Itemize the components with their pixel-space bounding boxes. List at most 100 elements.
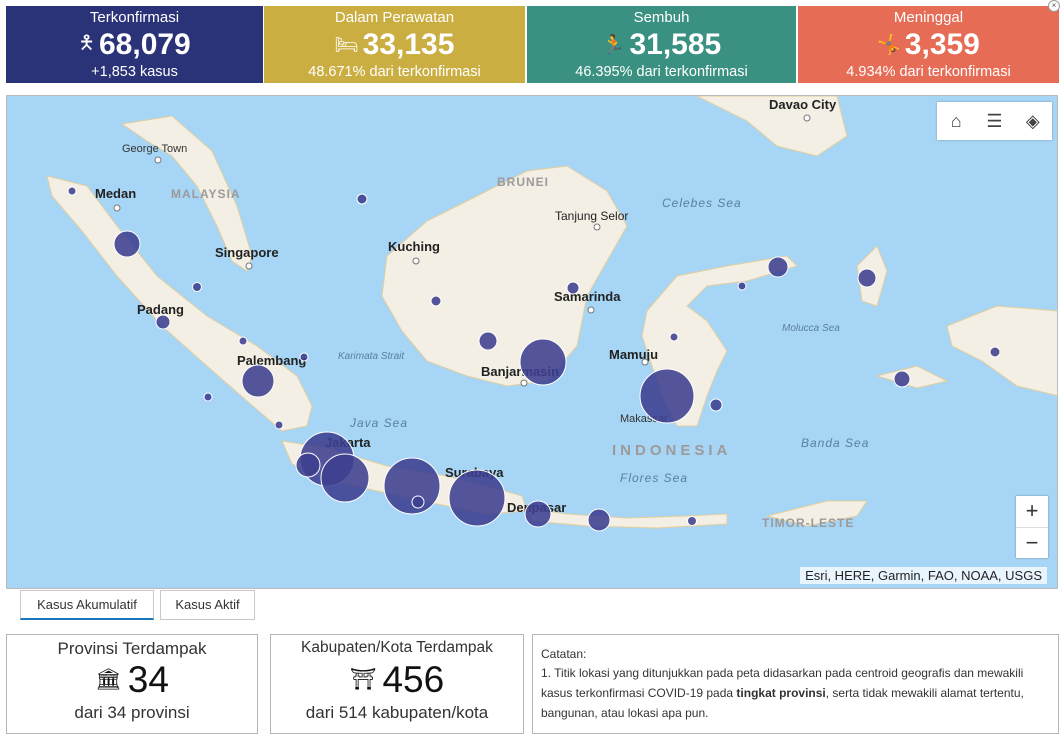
death-sub: 4.934% dari terkonfirmasi (846, 64, 1011, 80)
case-marker[interactable] (737, 281, 747, 291)
map-label-medan: Medan (95, 186, 136, 201)
map-label-celebes: Celebes Sea (662, 196, 742, 210)
case-marker[interactable] (155, 314, 171, 330)
recovered-label: Sembuh (633, 9, 690, 26)
case-marker[interactable] (767, 256, 789, 278)
map-label-padang: Padang (137, 302, 184, 317)
map-label-samarinda: Samarinda (554, 289, 621, 304)
land-seram (875, 365, 949, 389)
case-marker[interactable] (320, 453, 370, 503)
case-marker[interactable] (203, 392, 213, 402)
regencies-value: 456 (382, 659, 445, 700)
case-marker[interactable] (989, 346, 1001, 358)
land-borneo (381, 165, 628, 387)
case-marker[interactable] (192, 282, 202, 292)
map-label-molucca: Molucca Sea (782, 323, 840, 334)
case-marker[interactable] (709, 398, 723, 412)
city-dot (641, 358, 649, 366)
case-marker[interactable] (478, 331, 498, 351)
recovered-value: 31,585 (629, 28, 722, 61)
map-label-georgetown: George Town (122, 143, 187, 155)
land-timor (766, 500, 868, 527)
land-malaysia (120, 115, 253, 272)
provinces-sub: dari 34 provinsi (74, 703, 190, 722)
provinces-value: 34 (127, 659, 169, 700)
case-marker[interactable] (238, 336, 248, 346)
city-dot (245, 262, 253, 270)
covid-map[interactable]: Davao City George Town Medan MALAYSIA BR… (6, 95, 1058, 589)
city-dot (593, 223, 601, 231)
regencies-sub: dari 514 kabupaten/kota (305, 703, 489, 722)
land-papua (946, 305, 1057, 397)
map-label-tanjung: Tanjung Selor (555, 209, 628, 223)
land-sumatra (46, 175, 313, 432)
city-dot (154, 156, 162, 164)
case-marker[interactable] (566, 281, 580, 295)
tab-cumulative-cases[interactable]: Kasus Akumulatif (20, 590, 154, 620)
case-marker[interactable] (524, 500, 552, 528)
recovered-value-row: 🏃 31,585 (527, 28, 796, 62)
city-dot (113, 204, 121, 212)
case-marker[interactable] (519, 338, 567, 386)
map-label-timor: TIMOR-LESTE (762, 516, 854, 530)
map-label-singapore: Singapore (215, 245, 279, 260)
confirmed-value: 68,079 (98, 28, 191, 61)
map-label-indonesia: INDONESIA (612, 442, 731, 459)
care-sub: 48.671% dari terkonfirmasi (308, 64, 481, 80)
death-stat-card: Meninggal 🤸 3,359 4.934% dari terkonfirm… (798, 6, 1059, 83)
care-label: Dalam Perawatan (334, 9, 455, 26)
city-dot (587, 306, 595, 314)
confirmed-stat-card: Terkonfirmasi 🯅 68,079 +1,853 kasus (6, 6, 263, 83)
case-marker[interactable] (295, 452, 321, 478)
case-marker[interactable] (687, 516, 697, 526)
case-marker[interactable] (857, 268, 877, 288)
map-label-malaysia: MALAYSIA (171, 187, 241, 201)
recovered-stat-card: Sembuh 🏃 31,585 46.395% dari terkonfirma… (527, 6, 796, 83)
recovered-sub: 46.395% dari terkonfirmasi (575, 64, 748, 80)
case-marker[interactable] (113, 230, 141, 258)
case-marker[interactable] (274, 420, 284, 430)
case-marker[interactable] (383, 457, 441, 515)
legend-list-icon[interactable]: ☰ (986, 110, 1003, 131)
layers-icon[interactable]: ◈ (1025, 110, 1040, 131)
map-label-mamuju: Mamuju (609, 347, 658, 362)
notes-panel: Catatan: 1. Titik lokasi yang ditunjukka… (532, 634, 1059, 734)
case-marker[interactable] (411, 495, 425, 509)
notes-body: 1. Titik lokasi yang ditunjukkan pada pe… (541, 663, 1050, 723)
affected-regencies-card: Kabupaten/Kota Terdampak ⛩ 456 dari 514 … (270, 634, 524, 734)
case-marker[interactable] (669, 332, 679, 342)
map-canvas[interactable]: Davao City George Town Medan MALAYSIA BR… (7, 96, 1058, 589)
notes-text-after: , serta tidak mewakili alamat tertentu, … (541, 686, 1024, 720)
case-marker[interactable] (639, 368, 695, 424)
case-marker[interactable] (587, 508, 611, 532)
map-label-banda: Banda Sea (801, 436, 869, 450)
confirmed-sub: +1,853 kasus (91, 64, 178, 80)
notes-text-bold: tingkat provinsi (736, 686, 826, 700)
provinces-value-row: 🏛 34 (7, 659, 257, 701)
case-marker[interactable] (241, 364, 275, 398)
death-value-row: 🤸 3,359 (798, 28, 1059, 62)
provinces-title: Provinsi Terdampak (57, 639, 207, 658)
city-dot (412, 257, 420, 265)
zoom-control: + − (1016, 496, 1048, 558)
zoom-out-button[interactable]: − (1025, 530, 1039, 555)
care-value: 33,135 (362, 28, 455, 61)
recovered-person-icon: 🏃 (601, 35, 626, 56)
confirmed-person-icon: 🯅 (78, 33, 95, 54)
case-marker[interactable] (299, 352, 309, 362)
home-icon[interactable]: ⌂ (950, 110, 962, 131)
close-icon[interactable]: × (1048, 0, 1060, 12)
case-marker[interactable] (448, 469, 506, 527)
land-mindanao (696, 96, 848, 157)
map-label-davao: Davao City (769, 97, 837, 112)
case-marker[interactable] (893, 370, 911, 388)
case-marker[interactable] (430, 295, 442, 307)
zoom-in-button[interactable]: + (1016, 496, 1048, 528)
map-label-karimata: Karimata Strait (338, 351, 405, 362)
case-marker[interactable] (67, 186, 77, 196)
map-attribution: Esri, HERE, Garmin, FAO, NOAA, USGS (800, 567, 1047, 584)
map-toolbar: ⌂ ☰ ◈ (937, 102, 1052, 140)
case-marker[interactable] (356, 193, 368, 205)
tab-active-cases[interactable]: Kasus Aktif (160, 590, 255, 620)
monument-icon: ⛩ (349, 668, 377, 691)
